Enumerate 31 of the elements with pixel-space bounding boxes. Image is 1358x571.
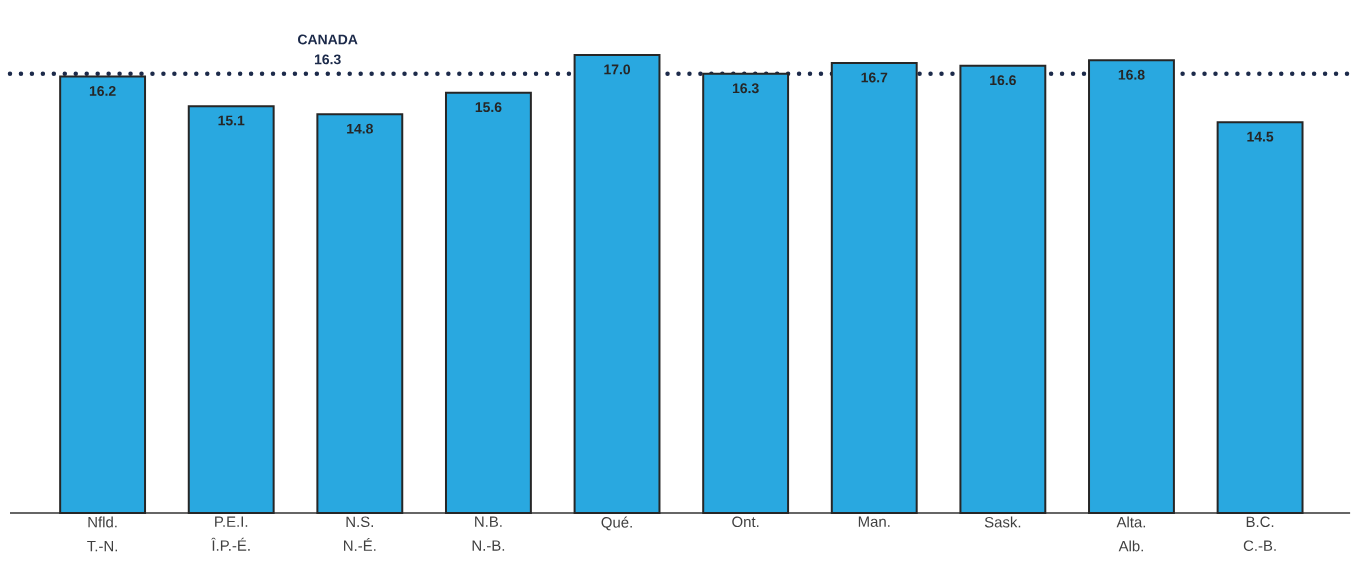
x-tick-label: Nfld. T.-N. — [87, 516, 118, 552]
data-label: 14.8 — [347, 123, 373, 134]
data-label: 15.6 — [475, 102, 502, 113]
bar — [573, 53, 661, 514]
bar — [59, 75, 147, 514]
data-label: 16.6 — [990, 75, 1016, 86]
data-label: 16.3 — [732, 83, 759, 94]
bar — [187, 105, 275, 514]
data-label: 16.8 — [1118, 69, 1145, 80]
data-label: 14.5 — [1247, 131, 1274, 142]
bar — [316, 113, 404, 514]
data-label: 16.7 — [861, 72, 888, 83]
x-tick-label: B.C. C.-B. — [1243, 516, 1276, 552]
ref-line-label: CANADA 16.3 — [298, 34, 358, 65]
bar — [830, 62, 918, 514]
x-tick-label: Qué. — [601, 516, 632, 531]
data-label: 16.2 — [89, 86, 116, 96]
x-tick-label: P.E.I. Î.P.-É. — [211, 516, 250, 551]
x-tick-label: Alta. Alb. — [1116, 516, 1146, 552]
bar — [959, 64, 1047, 514]
bar — [702, 72, 790, 514]
x-tick-label: N.S. N.-É. — [344, 516, 376, 551]
x-tick-label: Ont. — [732, 516, 759, 528]
x-tick-label: N.B. N.-B. — [472, 516, 505, 551]
bar — [1216, 121, 1304, 514]
data-label: 17.0 — [604, 64, 631, 75]
bar — [444, 91, 532, 514]
x-tick-label: Man. — [858, 516, 890, 527]
x-tick-label: Sask. — [984, 516, 1021, 528]
data-label: 15.1 — [218, 115, 245, 126]
bar — [1088, 59, 1175, 514]
